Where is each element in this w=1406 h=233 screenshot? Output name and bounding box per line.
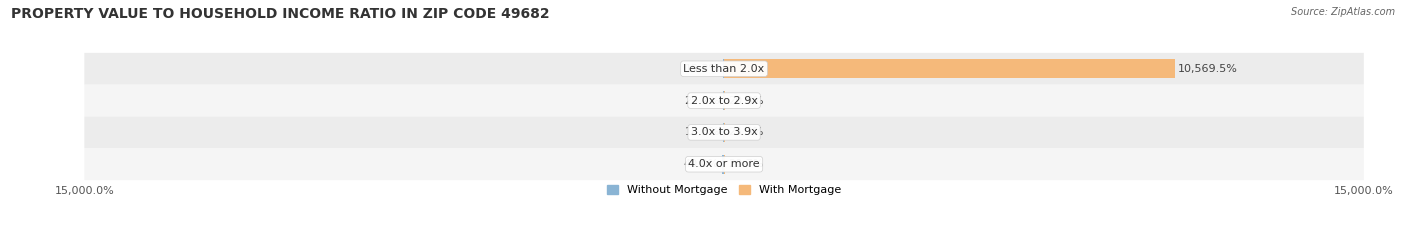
Text: 4.0x or more: 4.0x or more <box>689 159 759 169</box>
Text: 40.0%: 40.0% <box>683 159 718 169</box>
Text: Less than 2.0x: Less than 2.0x <box>683 64 765 74</box>
Text: 25.3%: 25.3% <box>728 127 763 137</box>
Text: 16.3%: 16.3% <box>685 127 720 137</box>
FancyBboxPatch shape <box>84 53 1364 85</box>
Text: 20.7%: 20.7% <box>728 159 763 169</box>
Legend: Without Mortgage, With Mortgage: Without Mortgage, With Mortgage <box>603 181 845 200</box>
Text: PROPERTY VALUE TO HOUSEHOLD INCOME RATIO IN ZIP CODE 49682: PROPERTY VALUE TO HOUSEHOLD INCOME RATIO… <box>11 7 550 21</box>
Text: Source: ZipAtlas.com: Source: ZipAtlas.com <box>1291 7 1395 17</box>
FancyBboxPatch shape <box>84 116 1364 148</box>
FancyBboxPatch shape <box>84 85 1364 116</box>
Text: 25.2%: 25.2% <box>685 96 720 106</box>
FancyBboxPatch shape <box>84 148 1364 180</box>
Text: 20.8%: 20.8% <box>728 96 763 106</box>
Text: 10,569.5%: 10,569.5% <box>1178 64 1239 74</box>
Bar <box>724 59 1175 78</box>
Text: 15.3%: 15.3% <box>685 64 720 74</box>
Text: 3.0x to 3.9x: 3.0x to 3.9x <box>690 127 758 137</box>
Text: 2.0x to 2.9x: 2.0x to 2.9x <box>690 96 758 106</box>
Bar <box>723 155 724 174</box>
